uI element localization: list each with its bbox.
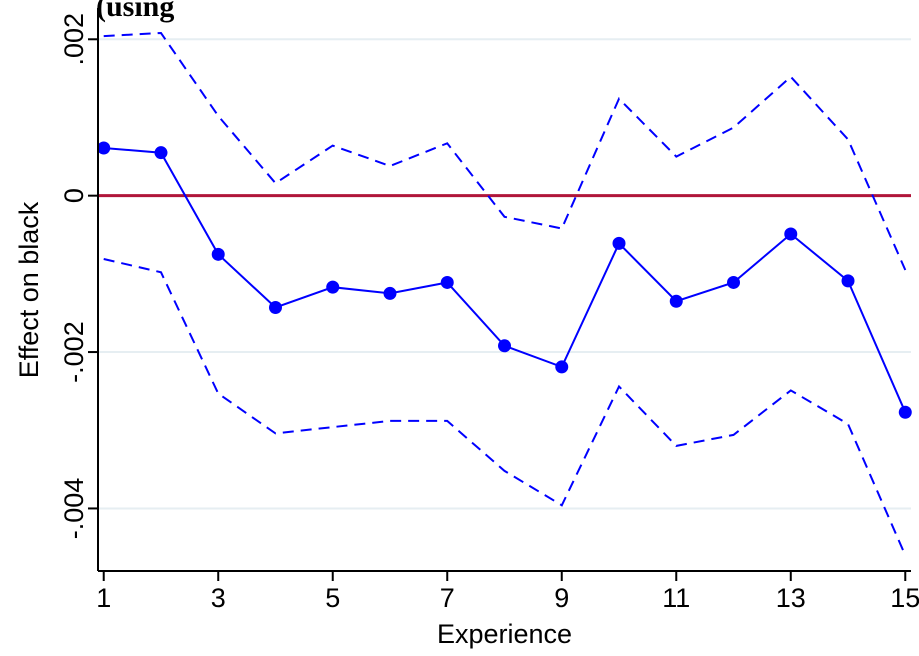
lower-bound-line [103, 258, 907, 556]
estimate-line [103, 147, 907, 413]
x-tick-label-5: 11 [662, 583, 690, 613]
estimate-point-10 [612, 236, 626, 250]
chart-title: (using [96, 0, 174, 23]
estimate-point-14 [841, 274, 855, 288]
y-tick-label-1: 0 [59, 188, 89, 203]
series-layer [97, 31, 912, 556]
estimate-point-8 [498, 339, 511, 353]
estimate-point-7 [440, 275, 454, 289]
x-tick-label-7: 15 [890, 583, 919, 613]
x-tick-label-2: 5 [325, 583, 340, 613]
x-tick-label-3: 7 [440, 583, 455, 613]
x-tick-label-4: 9 [554, 583, 569, 613]
estimate-point-13 [784, 227, 798, 241]
estimate-point-5 [326, 280, 340, 294]
y-tick-label-3: -.004 [59, 478, 89, 540]
x-tick-label-6: 13 [776, 583, 806, 613]
estimate-point-4 [268, 300, 282, 314]
grid-lines [98, 38, 911, 510]
estimate-point-9 [555, 360, 569, 374]
estimate-point-3 [211, 247, 225, 261]
x-tick-label-1: 3 [211, 583, 226, 613]
estimate-point-11 [669, 294, 683, 308]
y-tick-label-2: -.002 [59, 321, 89, 383]
upper-bound-line [103, 31, 907, 271]
x-tick-label-0: 1 [96, 583, 111, 613]
x-axis-label: Experience [437, 619, 572, 649]
y-tick-label-0: .002 [59, 13, 89, 66]
y-axis-label: Effect on black [14, 201, 44, 378]
estimate-point-1 [97, 141, 111, 155]
estimate-point-12 [727, 275, 741, 289]
estimate-point-6 [383, 286, 397, 300]
estimate-point-2 [154, 146, 168, 160]
estimate-point-15 [898, 405, 912, 419]
